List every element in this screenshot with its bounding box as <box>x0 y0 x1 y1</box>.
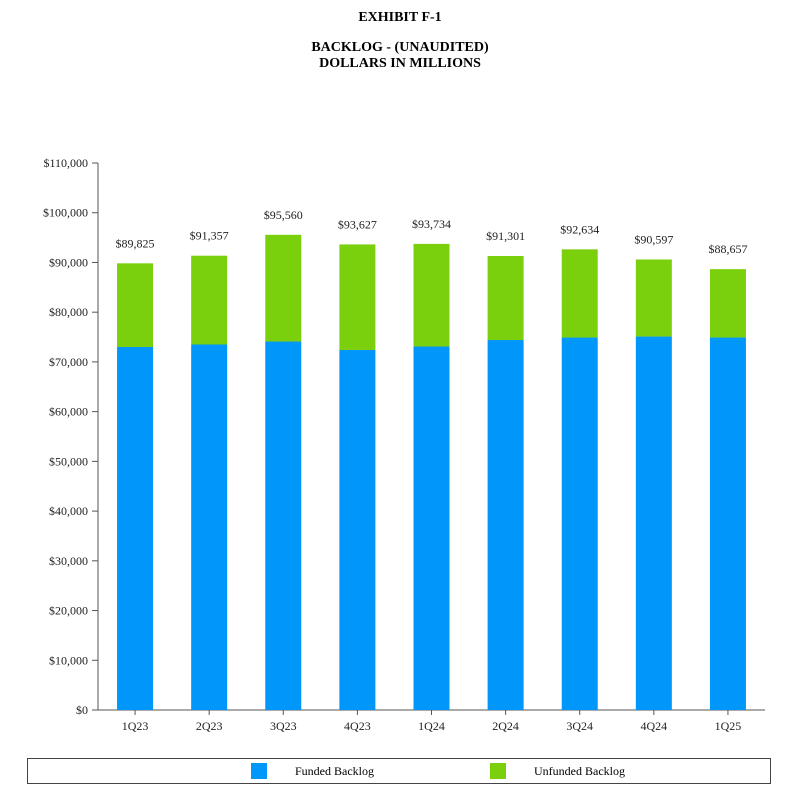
bar-unfunded-2q24 <box>487 255 524 341</box>
chart-subtitle: DOLLARS IN MILLIONS <box>319 56 481 71</box>
x-tick-label-1q23: 1Q23 <box>122 719 149 733</box>
y-tick-label: $100,000 <box>43 206 88 220</box>
bar-funded-3q24 <box>561 337 598 710</box>
bar-unfunded-4q23 <box>339 244 376 350</box>
bar-unfunded-4q24 <box>635 259 672 337</box>
bar-funded-4q23 <box>339 349 376 710</box>
x-tick-label-2q23: 2Q23 <box>196 719 223 733</box>
backlog-bar-chart: $0 $10,000 $20,000 $30,000 $40,000 $50,000 $60… <box>43 156 765 733</box>
total-label-2q23: $91,357 <box>190 229 229 243</box>
x-tick-label-3q23: 3Q23 <box>270 719 297 733</box>
x-tick-label-2q24: 2Q24 <box>492 719 519 733</box>
legend-item-unfunded: Unfunded Backlog <box>490 763 625 779</box>
total-label-3q23: $95,560 <box>264 208 303 222</box>
legend-item-funded: Funded Backlog <box>251 763 374 779</box>
x-tick-label-3q24: 3Q24 <box>566 719 593 733</box>
y-tick-label: $110,000 <box>43 156 88 170</box>
y-tick-label: $90,000 <box>49 255 88 269</box>
bar-funded-1q24 <box>413 346 450 710</box>
bar-unfunded-2q23 <box>191 255 228 345</box>
chart-legend: Funded Backlog Unfunded Backlog <box>27 758 771 784</box>
bar-unfunded-1q25 <box>709 269 746 338</box>
total-label-1q25: $88,657 <box>708 242 747 256</box>
bar-unfunded-3q24 <box>561 249 598 338</box>
exhibit-label: EXHIBIT F-1 <box>358 10 442 25</box>
bar-funded-3q23 <box>265 341 302 710</box>
x-tick-label-1q25: 1Q25 <box>715 719 742 733</box>
legend-swatch-funded <box>251 763 267 779</box>
bar-funded-2q23 <box>191 344 228 710</box>
y-tick-label: $60,000 <box>49 405 88 419</box>
legend-label-unfunded: Unfunded Backlog <box>534 763 625 778</box>
y-tick-label: $10,000 <box>49 653 88 667</box>
bar-unfunded-3q23 <box>265 234 302 342</box>
total-label-4q23: $93,627 <box>338 217 377 231</box>
bar-funded-4q24 <box>635 336 672 710</box>
chart-title: BACKLOG - (UNAUDITED) <box>311 40 489 55</box>
y-tick-label: $20,000 <box>49 604 88 618</box>
bar-funded-1q25 <box>709 337 746 710</box>
y-tick-label: $70,000 <box>49 355 88 369</box>
x-tick-label-4q24: 4Q24 <box>640 719 667 733</box>
y-tick-label: $80,000 <box>49 305 88 319</box>
bar-funded-2q24 <box>487 340 524 710</box>
y-tick-label: $30,000 <box>49 554 88 568</box>
x-tick-label-1q24: 1Q24 <box>418 719 445 733</box>
y-tick-label: $40,000 <box>49 504 88 518</box>
total-label-2q24: $91,301 <box>486 229 525 243</box>
legend-label-funded: Funded Backlog <box>295 763 374 778</box>
total-label-4q24: $90,597 <box>634 232 673 246</box>
y-tick-label: $0 <box>76 703 88 717</box>
y-tick-label: $50,000 <box>49 454 88 468</box>
bar-unfunded-1q23 <box>117 263 154 347</box>
total-label-1q24: $93,734 <box>412 217 451 231</box>
total-label-3q24: $92,634 <box>560 222 599 236</box>
total-label-1q23: $89,825 <box>116 236 155 250</box>
x-tick-label-4q23: 4Q23 <box>344 719 371 733</box>
legend-swatch-unfunded <box>490 763 506 779</box>
bar-unfunded-1q24 <box>413 243 450 347</box>
bar-funded-1q23 <box>117 346 154 710</box>
